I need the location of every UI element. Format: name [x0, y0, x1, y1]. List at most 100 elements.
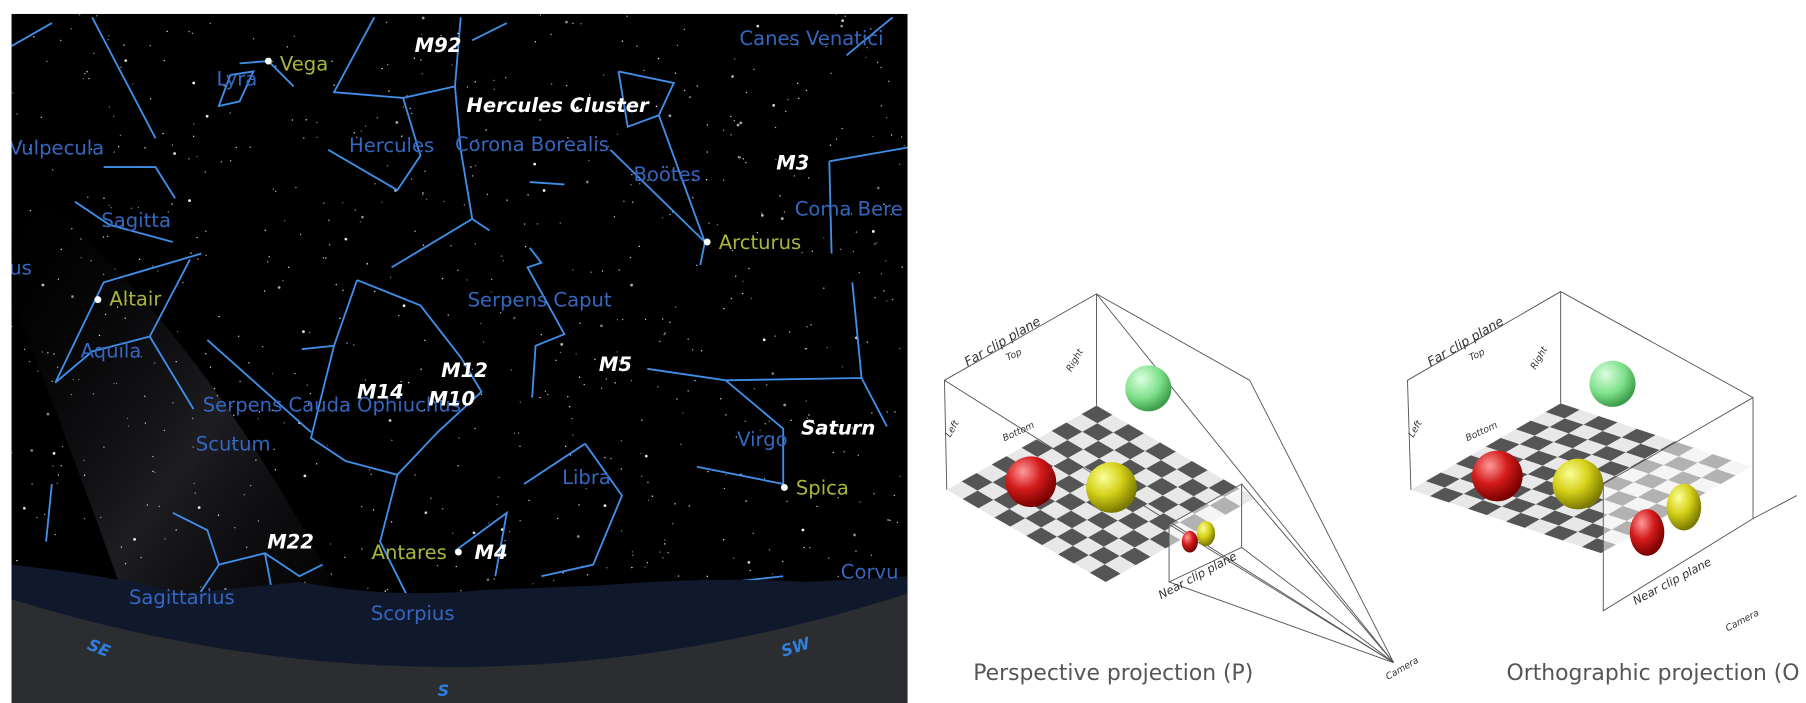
star-dot — [144, 395, 146, 397]
star-dot — [559, 351, 562, 354]
star-dot — [60, 248, 62, 250]
direction-label: S — [438, 681, 450, 700]
frustum-line — [1241, 483, 1395, 663]
star-dot — [56, 482, 58, 485]
star-label: Vega — [280, 52, 328, 75]
star-dot — [859, 501, 861, 503]
object-label: Saturn — [801, 416, 875, 439]
star-dot — [844, 15, 846, 17]
star-dot — [113, 151, 115, 153]
star-dot — [287, 266, 290, 268]
star-dot — [874, 243, 876, 245]
star-dot — [759, 437, 761, 439]
star-dot — [28, 360, 31, 363]
star-dot — [78, 14, 81, 16]
star-dot — [157, 270, 159, 272]
frustum-line — [1168, 581, 1394, 664]
star-dot — [283, 422, 286, 424]
star-dot — [880, 273, 883, 275]
star-dot — [730, 297, 733, 300]
star-dot — [745, 91, 748, 94]
star-dot — [231, 405, 233, 408]
constellation-label: Coma Bere — [795, 198, 903, 221]
star-dot — [414, 230, 416, 232]
star-dot — [420, 33, 423, 36]
floor-tile — [1081, 405, 1113, 424]
star-dot — [600, 324, 603, 328]
star-dot — [841, 366, 844, 368]
star-dot — [70, 393, 73, 396]
star-dot — [691, 349, 694, 351]
star-dot — [801, 528, 805, 532]
star-dot — [550, 33, 552, 35]
star-dot — [745, 161, 747, 164]
star-dot — [163, 429, 166, 432]
star-dot — [144, 147, 146, 149]
star-dot — [659, 551, 662, 553]
star-dot — [890, 213, 893, 216]
sphere — [1196, 521, 1216, 547]
star-dot — [522, 109, 524, 112]
floor-tile — [1564, 409, 1599, 425]
star-dot — [779, 195, 781, 197]
star-dot — [306, 384, 308, 386]
star-dot — [249, 146, 251, 149]
star-dot — [409, 107, 411, 110]
floor-tile — [1098, 432, 1130, 451]
star-dot — [641, 419, 643, 421]
star-dot — [271, 60, 274, 63]
star-dot — [422, 244, 425, 246]
floor-tile — [1055, 493, 1087, 511]
star-dot — [887, 519, 889, 521]
star-dot — [805, 348, 808, 350]
star-dot — [440, 34, 442, 37]
star-dot — [37, 370, 39, 372]
star-dot — [294, 372, 296, 375]
star-dot — [308, 331, 311, 334]
floor-tile — [1527, 465, 1562, 481]
star-dot — [71, 227, 73, 230]
star-dot — [555, 359, 557, 361]
star-dot — [110, 206, 113, 209]
top-label: Top — [1467, 347, 1486, 364]
star-dot — [397, 386, 400, 388]
star-dot — [190, 252, 192, 254]
star-dot — [493, 88, 495, 90]
star-dot — [733, 119, 736, 122]
star-dot — [386, 165, 389, 167]
star-dot — [857, 454, 859, 457]
star-dot — [536, 223, 539, 225]
star-dot — [398, 393, 400, 396]
star-dot — [837, 575, 839, 578]
star-dot — [689, 96, 691, 98]
star-dot — [527, 194, 529, 196]
star-dot — [542, 189, 546, 192]
floor-tile — [1558, 516, 1593, 532]
floor-tile — [1500, 429, 1535, 445]
star-dot — [723, 487, 726, 490]
star-dot — [498, 476, 500, 479]
star-dot — [315, 463, 318, 465]
star-dot — [325, 257, 327, 259]
star-dot — [674, 72, 677, 74]
star-dot — [29, 148, 31, 150]
star-dot — [823, 287, 825, 289]
star-dot — [472, 531, 476, 535]
floor-tile — [1146, 460, 1177, 478]
star-dot — [787, 98, 789, 101]
star-dot — [768, 420, 770, 422]
star-dot — [759, 429, 761, 432]
star-dot — [694, 379, 696, 382]
star-dot — [40, 116, 42, 119]
star-dot — [370, 473, 372, 476]
star-dot — [764, 423, 766, 425]
star-dot — [491, 278, 493, 281]
floor-tile — [1058, 545, 1089, 564]
star-dot — [662, 318, 664, 320]
floor-tile — [1572, 439, 1607, 455]
star-dot — [813, 422, 815, 425]
floor-tile — [1440, 463, 1475, 479]
star-dot — [567, 395, 569, 398]
floor-tile — [1066, 414, 1098, 432]
